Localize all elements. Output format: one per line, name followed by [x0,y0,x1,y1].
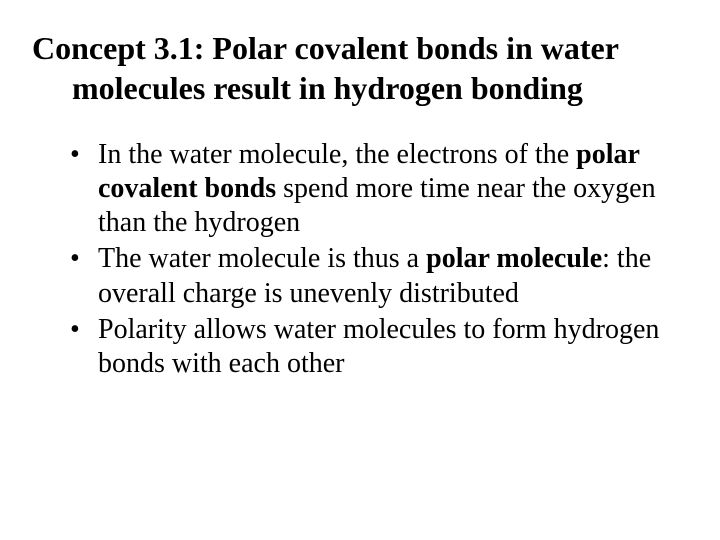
title-line-2: molecules result in hydrogen bonding [32,68,690,108]
bullet-list: In the water molecule, the electrons of … [30,138,690,381]
bullet-text-pre: The water molecule is thus a [98,243,426,274]
list-item: The water molecule is thus a polar molec… [70,242,690,310]
bullet-text-pre: Polarity allows water molecules to form … [98,314,659,379]
bullet-text-bold: polar molecule [426,243,602,274]
bullet-text-pre: In the water molecule, the electrons of … [98,139,576,170]
title-line-1: Concept 3.1: Polar covalent bonds in wat… [32,28,690,68]
list-item: Polarity allows water molecules to form … [70,313,690,381]
slide-title: Concept 3.1: Polar covalent bonds in wat… [30,28,690,108]
list-item: In the water molecule, the electrons of … [70,138,690,240]
